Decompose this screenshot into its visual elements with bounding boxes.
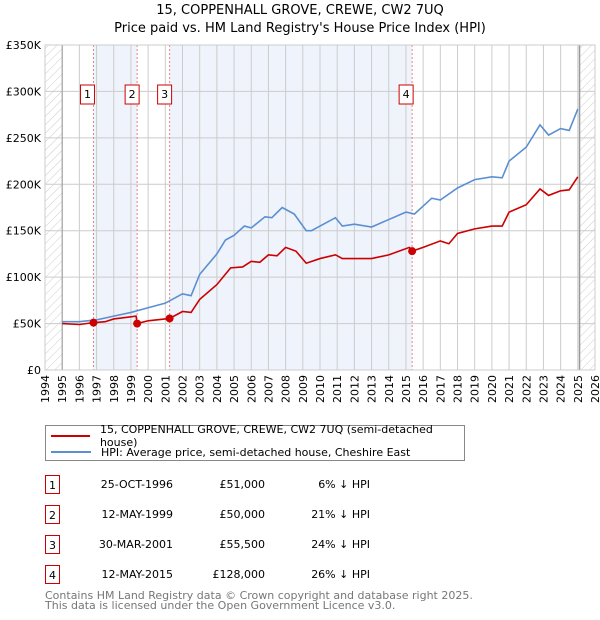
x-tick-label: 2016 — [417, 375, 430, 403]
no-data-hatch-right — [579, 45, 595, 370]
x-tick-label: 2004 — [211, 375, 224, 403]
x-tick-label: 2021 — [503, 375, 516, 403]
y-tick-label: £50K — [13, 318, 42, 331]
x-tick-label: 2010 — [314, 375, 327, 403]
x-tick-label: 1999 — [125, 375, 138, 403]
sale-hpi-diff: 26% ↓ HPI — [311, 568, 370, 581]
no-data-hatch-left — [45, 45, 63, 370]
legend-blue-line — [51, 451, 91, 453]
x-tick-label: 2009 — [297, 375, 310, 403]
chart-subtitle: Price paid vs. HM Land Registry's House … — [114, 21, 486, 36]
sale-price: £51,000 — [219, 478, 266, 491]
sale-label-number: 4 — [403, 88, 410, 101]
sale-hpi-diff: 24% ↓ HPI — [311, 538, 370, 551]
x-tick-label: 1997 — [91, 375, 104, 403]
sale-date: 12-MAY-1999 — [101, 508, 173, 521]
x-tick-label: 2020 — [486, 375, 499, 403]
legend-item-hpi: HPI: Average price, semi-detached house,… — [46, 444, 410, 460]
y-tick-label: £100K — [6, 271, 42, 284]
footer-copyright: Contains HM Land Registry data © Crown c… — [45, 589, 473, 602]
sale-point — [133, 319, 142, 328]
y-tick-label: £350K — [6, 39, 42, 52]
property-price-line — [62, 176, 579, 326]
sale-number: 2 — [45, 505, 60, 524]
x-tick-label: 2018 — [452, 375, 465, 403]
x-tick-label: 2023 — [537, 375, 550, 403]
sale-label-number: 3 — [161, 88, 168, 101]
legend-label-property: 15, COPPENHALL GROVE, CREWE, CW2 7UQ (se… — [99, 423, 433, 449]
x-tick-label: 2011 — [331, 375, 344, 403]
x-tick-label: 1994 — [39, 375, 52, 403]
x-tick-label: 1996 — [73, 375, 86, 403]
y-tick-label: £0 — [27, 364, 41, 377]
y-tick-label: £200K — [6, 178, 42, 191]
legend-item-property: 15, COPPENHALL GROVE, CREWE, CW2 7UQ (se… — [46, 423, 464, 449]
sale-label-box — [157, 84, 173, 105]
x-tick-label: 2006 — [245, 375, 258, 403]
sale-price: £55,500 — [219, 538, 266, 551]
chart-title: 15, COPPENHALL GROVE, CREWE, CW2 7UQ — [156, 3, 444, 18]
x-tick-label: 2026 — [589, 375, 600, 403]
sale-number: 3 — [45, 535, 60, 554]
x-tick-label: 2013 — [366, 375, 379, 403]
plot-border — [44, 44, 596, 371]
x-tick-label: 1995 — [56, 375, 69, 403]
sale-number: 4 — [45, 565, 60, 584]
price-chart: 1994 1995 1996 1997 1998 1999 2000 2001 2002 2003… — [6, 39, 600, 403]
sale-period-shading — [169, 45, 413, 370]
x-tick-label: 2025 — [572, 375, 585, 403]
x-tick-label: 2022 — [520, 375, 533, 403]
table-row: 4 12-MAY-2015 £128,000 26% ↓ HPI — [45, 565, 465, 587]
sale-label-box — [79, 84, 95, 105]
sale-point — [89, 318, 98, 327]
x-tick-label: 2008 — [280, 375, 293, 403]
sale-label-number: 1 — [84, 88, 91, 101]
y-tick-label: £250K — [6, 132, 42, 145]
x-tick-label: 2002 — [177, 375, 190, 403]
x-tick-label: 2014 — [383, 375, 396, 403]
table-row: 2 12-MAY-1999 £50,000 21% ↓ HPI — [45, 505, 465, 527]
x-tick-label: 2017 — [434, 375, 447, 403]
sale-point — [408, 247, 417, 256]
x-tick-label: 2012 — [348, 375, 361, 403]
sale-date: 25-OCT-1996 — [100, 478, 173, 491]
legend-label-hpi: HPI: Average price, semi-detached house,… — [101, 445, 411, 459]
x-tick-label: 2019 — [469, 375, 482, 403]
sale-date: 12-MAY-2015 — [101, 568, 173, 581]
sale-date: 30-MAR-2001 — [98, 538, 173, 551]
sale-label-box — [398, 84, 414, 105]
x-tick-label: 2024 — [555, 375, 568, 403]
sale-price: £50,000 — [219, 508, 266, 521]
x-tick-label: 2003 — [194, 375, 207, 403]
x-tick-label: 2007 — [262, 375, 275, 403]
sale-price: £128,000 — [212, 568, 266, 581]
sale-number: 1 — [45, 475, 60, 494]
footer-licence: This data is licensed under the Open Gov… — [45, 599, 396, 612]
sale-hpi-diff: 6% ↓ HPI — [318, 478, 370, 491]
x-tick-label: 2015 — [400, 375, 413, 403]
y-tick-label: £150K — [6, 225, 42, 238]
x-tick-label: 1998 — [108, 375, 121, 403]
sale-hpi-diff: 21% ↓ HPI — [311, 508, 370, 521]
legend-red-line — [51, 435, 90, 437]
sale-label-box — [124, 84, 140, 105]
sale-point — [165, 314, 174, 323]
table-row: 3 30-MAR-2001 £55,500 24% ↓ HPI — [45, 535, 465, 557]
sale-label-number: 2 — [129, 88, 136, 101]
x-tick-label: 2000 — [142, 375, 155, 403]
y-tick-label: £300K — [6, 85, 42, 98]
legend: 15, COPPENHALL GROVE, CREWE, CW2 7UQ (se… — [45, 423, 465, 461]
hpi-line — [62, 108, 579, 323]
x-tick-label: 2001 — [159, 375, 172, 403]
x-tick-label: 2005 — [228, 375, 241, 403]
table-row: 1 25-OCT-1996 £51,000 6% ↓ HPI — [45, 475, 465, 497]
